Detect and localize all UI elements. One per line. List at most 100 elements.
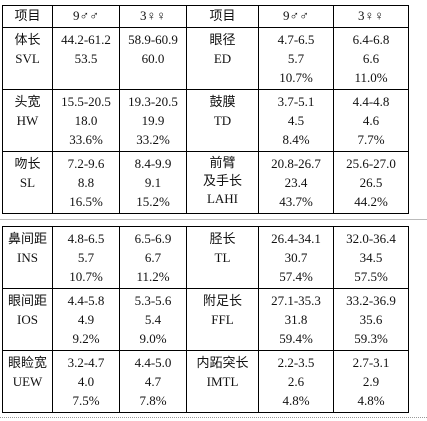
cell-line: 5.7 bbox=[287, 51, 305, 66]
value-cell: 5.3-5.6 5.4 9.0% bbox=[119, 288, 187, 351]
item-cell: 鼻间距 INS bbox=[2, 226, 53, 289]
cell-line: 4.5 bbox=[287, 113, 305, 128]
cell-line: LAHI bbox=[206, 191, 239, 206]
value-cell: 27.1-35.3 31.8 59.4% bbox=[258, 288, 334, 351]
value-cell: 6.4-6.8 6.6 11.0% bbox=[333, 27, 409, 90]
cell-line: 4.6 bbox=[362, 113, 380, 128]
cell-line: 4.8% bbox=[357, 393, 385, 408]
item-cell: 附足长 FFL bbox=[186, 288, 259, 351]
header-cell: 项目 bbox=[2, 5, 53, 28]
cell-line: 57.4% bbox=[279, 269, 313, 284]
item-cell: 内跖突长 IMTL bbox=[186, 350, 259, 413]
cell-line: IMTL bbox=[206, 374, 239, 389]
cell-line: 胫长 bbox=[209, 231, 236, 246]
cell-line: 8.8 bbox=[77, 175, 95, 190]
cell-line: 7.8% bbox=[139, 393, 167, 408]
cell-line: 43.7% bbox=[279, 194, 313, 209]
header-row: 项目 9♂♂ 3♀♀ 项目 9♂♂ 3♀♀ bbox=[2, 5, 409, 28]
table-top: 项目 9♂♂ 3♀♀ 项目 9♂♂ 3♀♀ 体长 SVL 44.2-61.2 53.5 58.9-6… bbox=[2, 5, 409, 214]
page-break bbox=[0, 219, 427, 220]
value-cell: 25.6-27.0 26.5 44.2% bbox=[333, 151, 409, 214]
cell-line: 附足长 bbox=[202, 293, 242, 308]
cell-line: 8.4% bbox=[282, 132, 310, 147]
table-bottom: 鼻间距 INS 4.8-6.5 5.7 10.7% 6.5-6.9 6.7 11.2% 胫长 TL… bbox=[2, 226, 409, 413]
cell-line: 及手长 bbox=[202, 173, 242, 188]
cell-line: 11.0% bbox=[354, 70, 388, 85]
header-cell: 项目 bbox=[186, 5, 259, 28]
value-cell: 2.7-3.1 2.9 4.8% bbox=[333, 350, 409, 413]
cell-line: 18.0 bbox=[74, 113, 98, 128]
cell-line: 44.2-61.2 bbox=[61, 32, 111, 47]
cell-line: 59.4% bbox=[279, 331, 313, 346]
cell-line: 2.6 bbox=[287, 374, 305, 389]
cell-line: 44.2% bbox=[354, 194, 388, 209]
cell-line: 4.0 bbox=[77, 374, 95, 389]
cell-line: 5.7 bbox=[77, 250, 95, 265]
value-cell: 4.4-5.8 4.9 9.2% bbox=[52, 288, 120, 351]
cell-line: 吻长 bbox=[14, 156, 41, 171]
cell-line: 53.5 bbox=[74, 51, 98, 66]
cell-line: 2.7-3.1 bbox=[352, 355, 390, 370]
item-cell: 头宽 HW bbox=[2, 89, 53, 152]
cell-line: 7.7% bbox=[357, 132, 385, 147]
cell-line: 4.4-5.8 bbox=[67, 293, 105, 308]
item-cell: 前臂及手长 LAHI bbox=[186, 151, 259, 214]
value-cell: 44.2-61.2 53.5 bbox=[52, 27, 120, 90]
header-cell: 9♂♂ bbox=[52, 5, 120, 28]
header-cell: 3♀♀ bbox=[119, 5, 187, 28]
cell-line: 4.8-6.5 bbox=[67, 231, 105, 246]
data-row: 吻长 SL 7.2-9.6 8.8 16.5% 8.4-9.9 9.1 15.2% 前臂 及手长 L… bbox=[2, 151, 409, 214]
cell-line: 11.2% bbox=[136, 269, 170, 284]
value-cell: 3.2-4.7 4.0 7.5% bbox=[52, 350, 120, 413]
cell-line: 3.2-4.7 bbox=[67, 355, 105, 370]
cell-line: SL bbox=[19, 175, 36, 190]
cell-line: 6.4-6.8 bbox=[352, 32, 390, 47]
cell-line: 6.7 bbox=[144, 250, 162, 265]
item-cell: 鼓膜 TD bbox=[186, 89, 259, 152]
cell-line: 眼径 bbox=[209, 32, 236, 47]
cell-line: 59.3% bbox=[354, 331, 388, 346]
cell-line: TL bbox=[214, 250, 231, 265]
cell-line: 32.0-36.4 bbox=[346, 231, 396, 246]
data-row: 头宽 HW 15.5-20.5 18.0 33.6% 19.3-20.5 19.9 33.2%… bbox=[2, 89, 409, 152]
item-cell: 吻长 SL bbox=[2, 151, 53, 214]
cell-line: 鼻间距 bbox=[7, 231, 47, 246]
cell-line: 20.8-26.7 bbox=[271, 156, 321, 171]
page-edge bbox=[0, 417, 427, 418]
header-cell: 9♂♂ bbox=[258, 5, 334, 28]
cell-line: 6.5-6.9 bbox=[134, 231, 172, 246]
cell-line: 4.4-4.8 bbox=[352, 94, 390, 109]
cell-line: FFL bbox=[211, 312, 234, 327]
cell-line: 9.1 bbox=[144, 175, 162, 190]
value-cell: 15.5-20.5 18.0 33.6% bbox=[52, 89, 120, 152]
data-row: 眼间距 IOS 4.4-5.8 4.9 9.2% 5.3-5.6 5.4 9.0% 附足长 FFL… bbox=[2, 288, 409, 351]
value-cell: 4.7-6.5 5.7 10.7% bbox=[258, 27, 334, 90]
value-cell: 26.4-34.1 30.7 57.4% bbox=[258, 226, 334, 289]
header-cell: 3♀♀ bbox=[333, 5, 409, 28]
value-cell: 8.4-9.9 9.1 15.2% bbox=[119, 151, 187, 214]
cell-line: 4.8% bbox=[282, 393, 310, 408]
cell-line: 57.5% bbox=[354, 269, 388, 284]
cell-line: 10.7% bbox=[69, 269, 103, 284]
cell-line: SVL bbox=[15, 51, 40, 66]
cell-line: 6.6 bbox=[362, 51, 380, 66]
cell-line: 33.2% bbox=[136, 132, 170, 147]
cell-line: IOS bbox=[17, 312, 38, 327]
value-cell: 4.4-4.8 4.6 7.7% bbox=[333, 89, 409, 152]
cell-line: 2.2-3.5 bbox=[277, 355, 315, 370]
value-cell: 58.9-60.9 60.0 bbox=[119, 27, 187, 90]
cell-line: 16.5% bbox=[69, 194, 103, 209]
cell-line: 19.9 bbox=[141, 113, 165, 128]
cell-line: 4.4-5.0 bbox=[134, 355, 172, 370]
cell-line: 眼间距 bbox=[7, 293, 47, 308]
cell-line: 2.9 bbox=[362, 374, 380, 389]
cell-line: 前臂 bbox=[209, 155, 236, 170]
cell-line: 7.2-9.6 bbox=[67, 156, 105, 171]
cell-line: 35.6 bbox=[359, 312, 383, 327]
cell-line: 4.7 bbox=[144, 374, 162, 389]
cell-line: 15.2% bbox=[136, 194, 170, 209]
cell-line: 7.5% bbox=[72, 393, 100, 408]
data-row: 鼻间距 INS 4.8-6.5 5.7 10.7% 6.5-6.9 6.7 11.2% 胫长 TL… bbox=[2, 226, 409, 289]
item-cell: 胫长 TL bbox=[186, 226, 259, 289]
